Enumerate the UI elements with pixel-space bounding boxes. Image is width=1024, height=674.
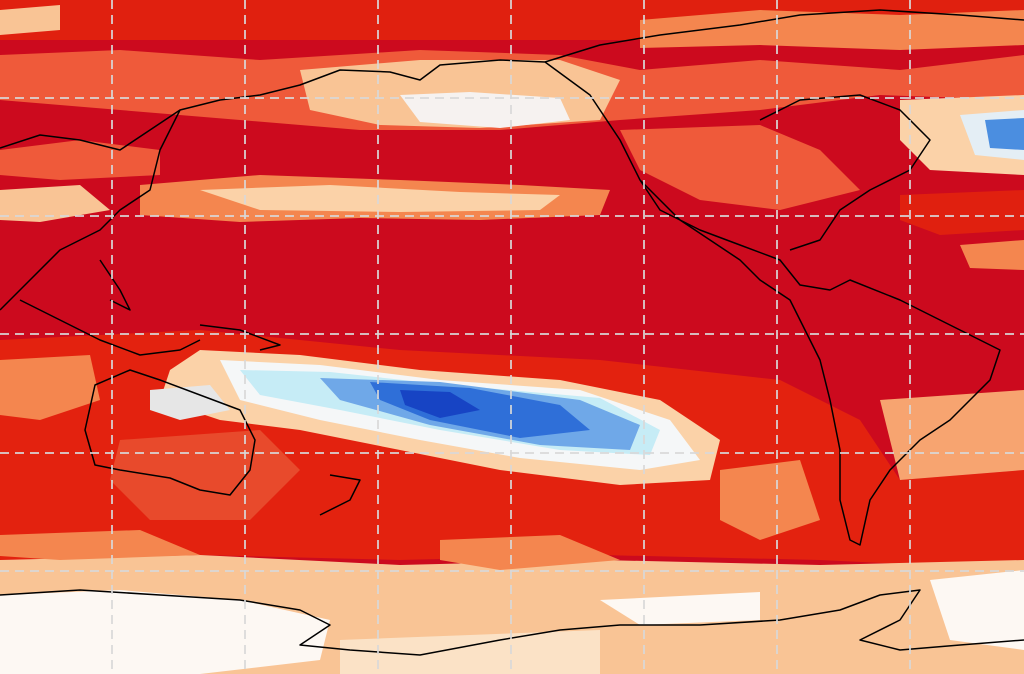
southern-ocean — [0, 530, 1024, 674]
cool-tongue — [150, 350, 720, 485]
north-streak — [0, 125, 1024, 270]
